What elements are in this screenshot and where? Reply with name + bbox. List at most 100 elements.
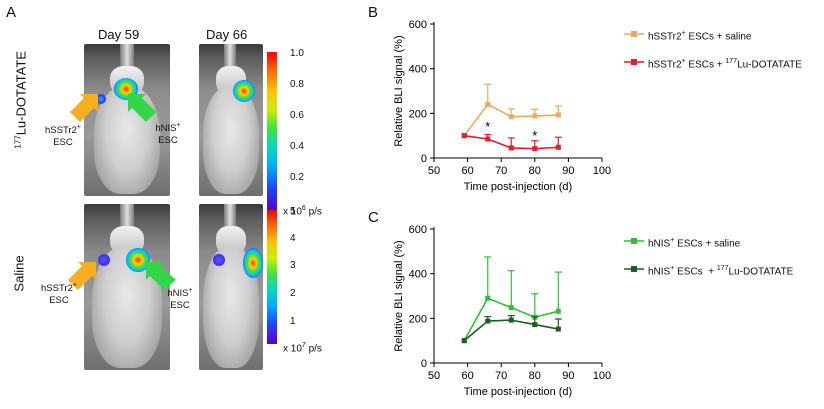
callout-nis-esc: ESC [170, 300, 190, 312]
y-tick-label: 600 [409, 224, 427, 236]
chart-c-ylabel: Relative BLI signal (%) [393, 240, 405, 351]
callout-sstr2-top: hSSTr2+ ESC [38, 122, 88, 149]
day-header-59: Day 59 [98, 27, 140, 42]
series-line-1 [463, 319, 559, 342]
legend-swatch [624, 31, 644, 37]
mouse-body [203, 86, 259, 194]
callout-sstr2-sup: + [72, 282, 77, 289]
x-tick-label: 90 [562, 165, 574, 177]
chart-c-legend: hNIS+ ESCs + saline hNIS+ ESCs + 177Lu-D… [624, 231, 824, 279]
legend-swatch [624, 238, 644, 244]
nose-cone [224, 44, 236, 70]
data-point [508, 305, 514, 311]
colorbar-top-tick: 0.2 [290, 172, 304, 183]
y-tick-label: 0 [421, 358, 427, 370]
legend-text-rest: ESCs + [674, 266, 717, 278]
chart-c: 0 200 400 600 50 60 70 80 90 100 Relative BLI sig… [393, 224, 612, 398]
colorbar-bottom-tick: 3 [290, 260, 296, 271]
legend-item-sstr2-saline: hSSTr2+ ESCs + saline [624, 24, 824, 44]
callout-sstr2-esc: ESC [49, 295, 69, 307]
panel-c-letter: C [368, 209, 379, 226]
chart-c-axes: 0 200 400 600 50 60 70 80 90 100 [409, 224, 612, 382]
chart-b-marks: ** [461, 83, 562, 152]
callout-nis-esc: ESC [158, 135, 178, 147]
legend-text-rest: ESCs + saline [685, 31, 752, 43]
data-point [508, 114, 514, 120]
nose-cone [120, 204, 134, 230]
data-point [485, 318, 491, 324]
x-tick-label: 100 [593, 370, 611, 382]
nose-cone [224, 204, 236, 230]
legend-swatch [624, 59, 644, 65]
legend-swatch [624, 266, 644, 272]
data-point [461, 338, 467, 344]
x-tick-label: 50 [428, 370, 440, 382]
day-header-66: Day 66 [206, 27, 248, 42]
data-point [555, 326, 561, 332]
legend-sup-isotope: 177 [716, 265, 729, 272]
colorbar-top-tick: 0.4 [290, 141, 304, 152]
x-tick-label: 80 [529, 370, 541, 382]
arrow-sstr2-top [70, 94, 98, 122]
x-tick-label: 90 [562, 370, 574, 382]
chart-c-xlabel: Time post-injection (d) [464, 386, 572, 398]
data-point [555, 112, 561, 118]
data-point [555, 308, 561, 314]
unit-prefix: x 10 [283, 343, 302, 355]
legend-item-sstr2-lu: hSSTr2+ ESCs + 177Lu-DOTATATE [624, 52, 824, 72]
data-point [532, 146, 538, 152]
nose-cone [120, 44, 134, 70]
unit-suffix: p/s [305, 206, 322, 218]
colorbar-bottom-tick: 1 [290, 316, 296, 327]
callout-sstr2-text: hSSTr2 [41, 283, 73, 295]
legend-item-nis-lu: hNIS+ ESCs + 177Lu-DOTATATE [624, 259, 824, 279]
legend-text: hSSTr2 [648, 59, 682, 71]
y-tick-label: 600 [409, 19, 427, 31]
legend-text-drug: Lu-DOTATATE [728, 266, 794, 278]
colorbar-top-tick: 0.6 [290, 110, 304, 121]
bli-image-saline-day59 [84, 204, 170, 370]
significance-marker: * [532, 128, 537, 143]
arrow-nis-bottom [146, 262, 176, 290]
data-point [555, 144, 561, 150]
x-tick-label: 50 [428, 165, 440, 177]
data-point [532, 113, 538, 119]
data-point [508, 145, 514, 151]
y-tick-label: 200 [409, 108, 427, 120]
data-point [485, 295, 491, 301]
legend-item-nis-saline: hNIS+ ESCs + saline [624, 231, 824, 251]
legend-text: hNIS [648, 266, 671, 278]
data-point [461, 133, 467, 139]
legend-text: hSSTr2 [648, 31, 682, 43]
unit-prefix: x 10 [283, 206, 302, 218]
unit-suffix: p/s [305, 343, 322, 355]
x-tick-label: 60 [461, 370, 473, 382]
chart-b-ylabel: Relative BLI signal (%) [393, 35, 405, 146]
x-tick-label: 80 [529, 165, 541, 177]
chart-b-axes: 0 200 400 600 50 60 70 80 90 100 [409, 19, 612, 177]
callout-nis-text: hNIS [155, 123, 177, 135]
callout-sstr2-esc: ESC [53, 137, 73, 149]
bli-signal-sstr2 [96, 94, 106, 104]
callout-nis-bottom: hNIS+ ESC [160, 285, 200, 312]
panel-a-letter: A [6, 4, 17, 21]
chart-c-marks [461, 256, 562, 344]
panel-b-letter: B [368, 4, 379, 21]
bli-signal-nis [243, 248, 263, 278]
bli-image-lu-day59 [84, 44, 170, 196]
callout-sstr2-bottom: hSSTr2+ ESC [34, 280, 84, 307]
callout-nis-top: hNIS+ ESC [148, 120, 188, 147]
mouse-body [94, 86, 160, 194]
x-tick-label: 100 [593, 165, 611, 177]
legend-sup: + [670, 265, 675, 272]
legend-sup: + [670, 237, 675, 244]
y-tick-label: 200 [409, 313, 427, 325]
callout-sstr2-text: hSSTr2 [45, 125, 77, 137]
legend-sup: + [681, 30, 686, 37]
legend-text-rest: ESCs + [685, 59, 726, 71]
significance-marker: * [485, 119, 490, 134]
arrow-nis-top [128, 94, 156, 122]
data-point [485, 136, 491, 142]
bli-signal-sstr2 [98, 254, 110, 266]
